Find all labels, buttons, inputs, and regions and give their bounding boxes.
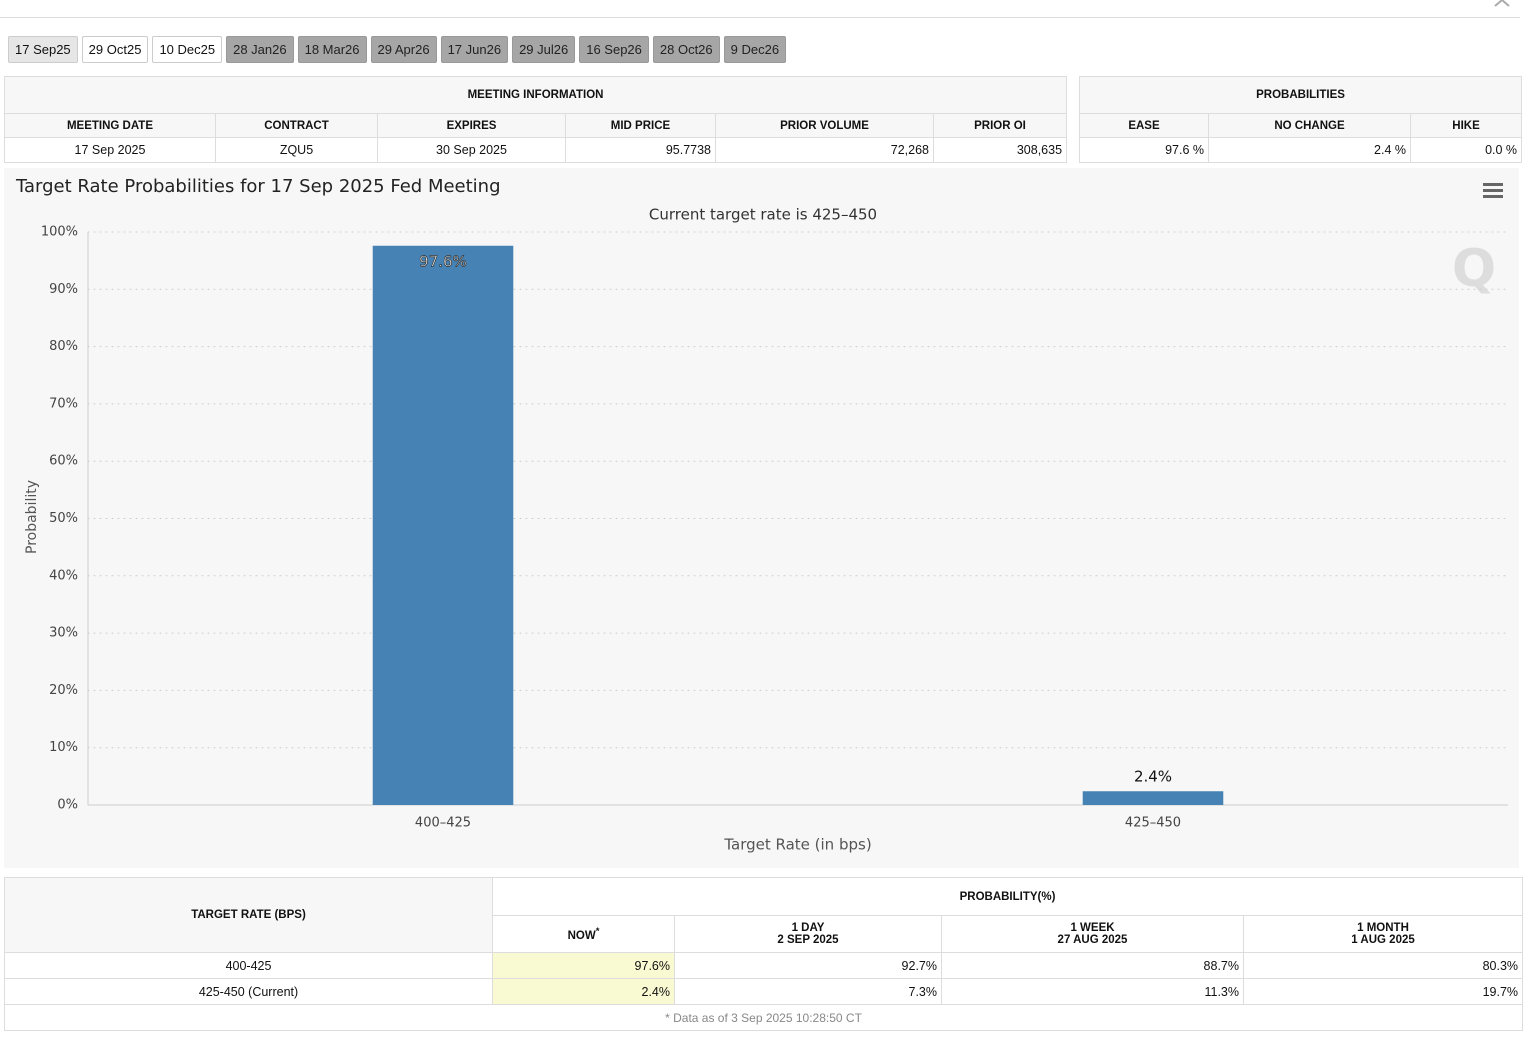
meeting-tab[interactable]: 29 Oct25 (81, 36, 149, 63)
cell: 17 Sep 2025 (4, 137, 216, 163)
meeting-tab[interactable]: 28 Oct26 (652, 36, 720, 63)
cell: 2.4 % (1208, 137, 1411, 163)
chart-title: Target Rate Probabilities for 17 Sep 202… (15, 176, 501, 197)
meeting-tab[interactable]: 17 Sep25 (8, 36, 78, 63)
menu-button[interactable] (1483, 183, 1503, 198)
chart: Target Rate Probabilities for 17 Sep 202… (15, 176, 1509, 854)
chart-subtitle: Current target rate is 425–450 (649, 206, 877, 224)
column-header: PRIOR VOLUME (715, 113, 934, 138)
data-label: 2.4% (1134, 768, 1172, 786)
y-tick-label: 100% (41, 225, 78, 240)
column-header: 1 DAY 2 SEP 2025 (674, 915, 942, 953)
column-note: * (595, 926, 600, 938)
cell: 19.7% (1242, 978, 1524, 1005)
data-label: 97.6% (419, 252, 467, 270)
y-tick-label: 20% (49, 683, 78, 698)
column-label: 1 WEEK (1070, 922, 1115, 934)
x-tick-label: 425–450 (1125, 816, 1181, 831)
probability-table: TARGET RATE (BPS) PROBABILITY(%) NOW* 1 DA… (3, 877, 1524, 1031)
y-tick-label: 30% (49, 626, 78, 641)
column-header: HIKE (1409, 113, 1523, 138)
cell: 97.6 % (1079, 137, 1209, 163)
divider (0, 17, 1520, 18)
column-header: TARGET RATE (BPS) (4, 877, 493, 953)
cell: 0.0 % (1409, 137, 1523, 163)
chart-panel: Target Rate Probabilities for 17 Sep 202… (4, 168, 1519, 868)
column-date: 2 SEP 2025 (777, 934, 839, 946)
cell: 97.6% (492, 952, 675, 979)
meeting-tab[interactable]: 10 Dec25 (152, 36, 223, 63)
column-header: CONTRACT (215, 113, 378, 138)
meeting-tab[interactable]: 9 Dec26 (723, 36, 787, 63)
y-tick-label: 60% (49, 454, 78, 469)
column-header: NOW* (492, 915, 675, 953)
cell: 7.3% (674, 978, 942, 1005)
y-tick-label: 10% (49, 740, 78, 755)
bar (372, 245, 514, 805)
meeting-tab[interactable]: 18 Mar26 (297, 36, 367, 63)
x-axis-label: Target Rate (in bps) (723, 836, 871, 854)
y-tick-label: 80% (49, 339, 78, 354)
y-tick-label: 70% (49, 396, 78, 411)
column-date: 1 AUG 2025 (1351, 934, 1415, 946)
column-header: NO CHANGE (1208, 113, 1411, 138)
y-tick-label: 0% (57, 798, 78, 813)
meeting-tab[interactable]: 29 Jul26 (512, 36, 576, 63)
bar (1082, 791, 1224, 805)
meeting-tab[interactable]: 28 Jan26 (226, 36, 294, 63)
cell: 30 Sep 2025 (377, 137, 566, 163)
cell: 425-450 (Current) (4, 978, 493, 1005)
column-header: PRIOR OI (932, 113, 1068, 138)
table-title: PROBABILITIES (1078, 76, 1523, 114)
cell: 95.7738 (565, 137, 716, 163)
column-header: 1 MONTH 1 AUG 2025 (1242, 915, 1524, 953)
cell: 92.7% (674, 952, 942, 979)
column-header: EASE (1079, 113, 1209, 138)
table-row: 425-450 (Current) 2.4% 7.3% 11.3% 19.7% (4, 978, 1524, 1005)
x-tick-label: 400–425 (415, 816, 471, 831)
y-axis-label: Probability (24, 480, 40, 554)
column-header: MEETING DATE (4, 113, 216, 138)
cell: ZQU5 (215, 137, 378, 163)
column-date: 27 AUG 2025 (1057, 934, 1128, 946)
cell: 400-425 (4, 952, 493, 979)
probabilities-table: PROBABILITIES EASE NO CHANGE HIKE 97.6 % 2.… (1078, 76, 1523, 163)
table-title: MEETING INFORMATION (3, 76, 1068, 114)
group-header: PROBABILITY(%) (491, 877, 1524, 916)
meeting-tab[interactable]: 17 Jun26 (440, 36, 509, 63)
meeting-info-table: MEETING INFORMATION MEETING DATE CONTRACT… (3, 76, 1068, 163)
meeting-tab[interactable]: 29 Apr26 (370, 36, 437, 63)
cell: 88.7% (941, 952, 1244, 979)
cell: 11.3% (941, 978, 1244, 1005)
cell: 308,635 (932, 137, 1068, 163)
watermark: Q (1452, 239, 1496, 299)
y-tick-label: 40% (49, 568, 78, 583)
column-header: 1 WEEK 27 AUG 2025 (941, 915, 1244, 953)
footnote: * Data as of 3 Sep 2025 10:28:50 CT (3, 1004, 1524, 1031)
cell: 80.3% (1242, 952, 1524, 979)
meeting-tab[interactable]: 16 Sep26 (579, 36, 649, 63)
column-label: NOW (567, 929, 596, 942)
y-tick-label: 50% (49, 511, 78, 526)
column-header: EXPIRES (377, 113, 566, 138)
cell: 2.4% (492, 978, 675, 1005)
column-label: 1 MONTH (1357, 922, 1409, 934)
y-tick-label: 90% (49, 282, 78, 297)
cell: 72,268 (715, 137, 934, 163)
table-row: 400-425 97.6% 92.7% 88.7% 80.3% (4, 952, 1524, 979)
column-header: MID PRICE (565, 113, 716, 138)
close-button[interactable] (1490, 0, 1516, 10)
meeting-tabs: 17 Sep25 29 Oct25 10 Dec25 28 Jan26 18 Mar26… (8, 36, 787, 63)
column-label: 1 DAY (791, 922, 825, 934)
